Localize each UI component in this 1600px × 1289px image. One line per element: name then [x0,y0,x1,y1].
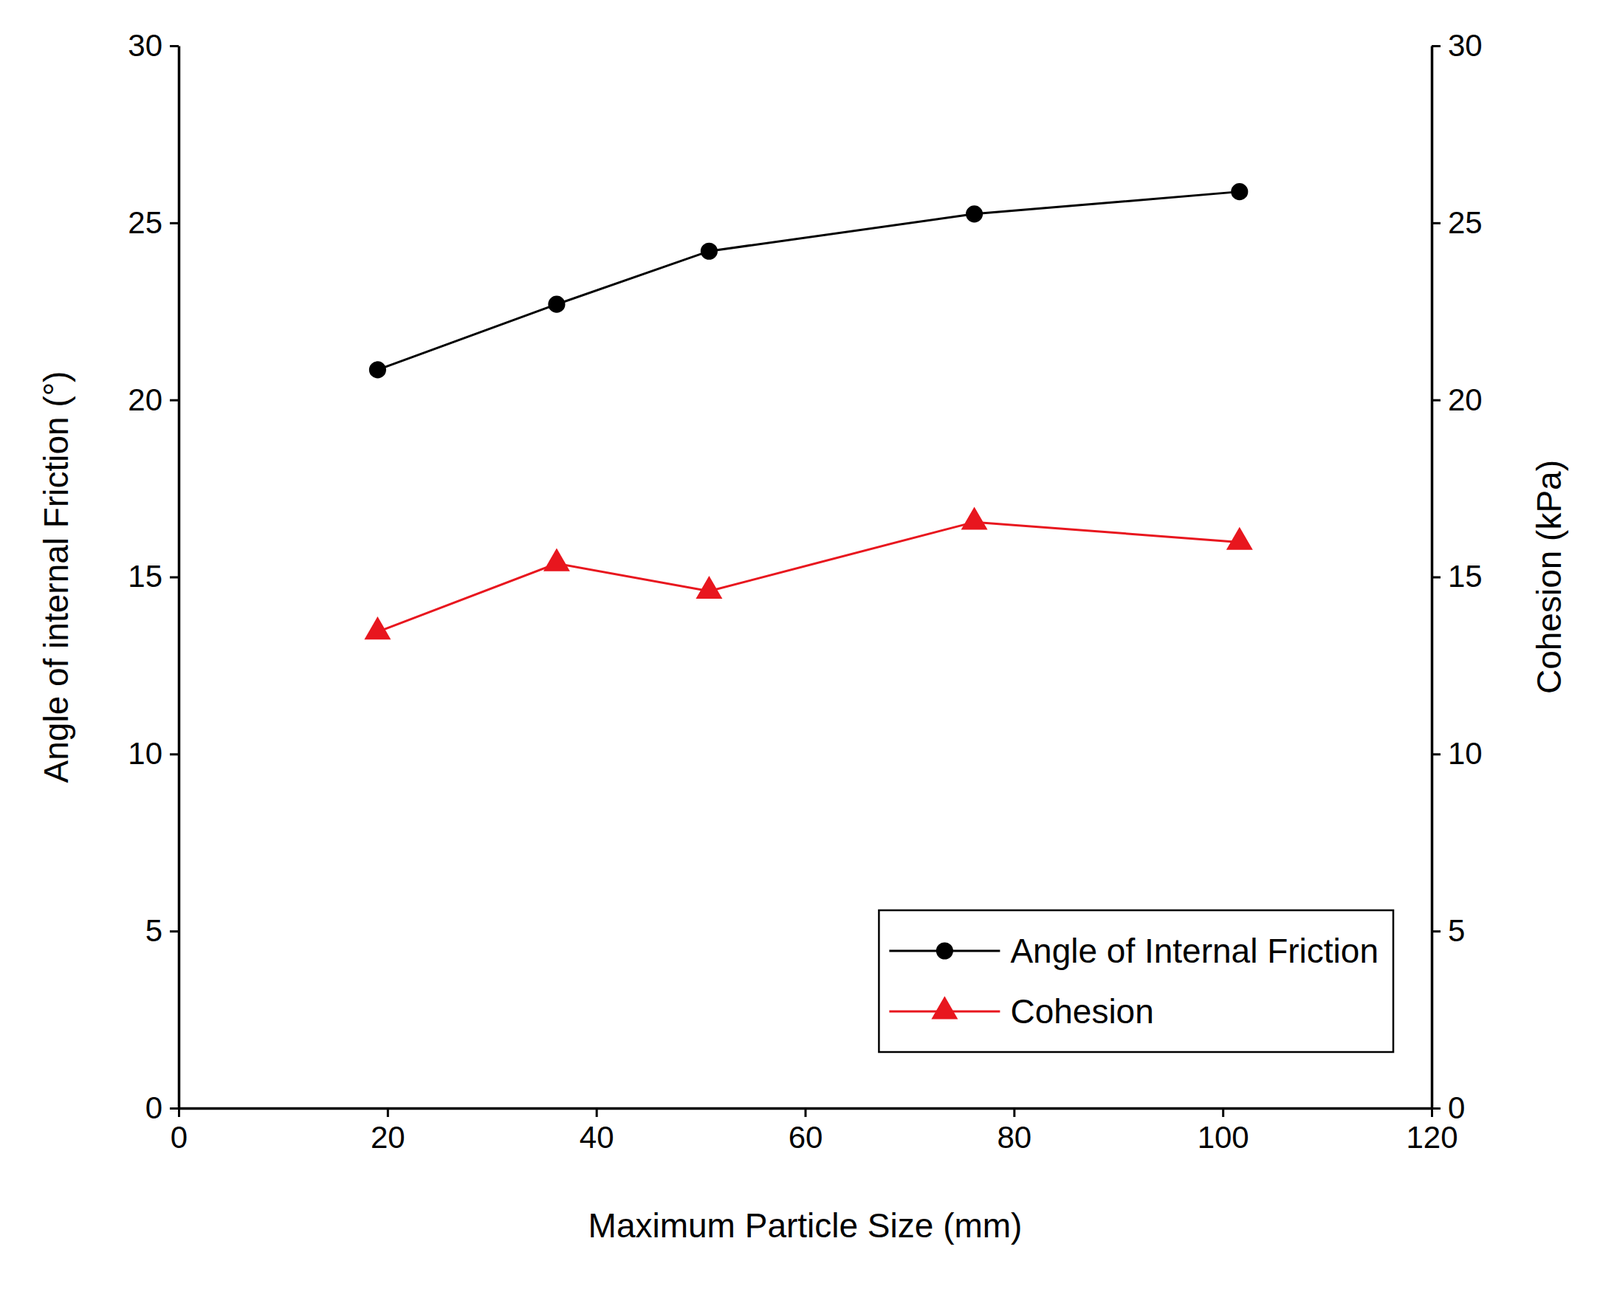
tick-label: 25 [127,205,163,240]
tick-label: 15 [1447,558,1483,594]
tick-mark [1221,1108,1225,1118]
tick-mark [386,1108,390,1118]
legend: Angle of Internal Friction Cohesion [878,910,1394,1053]
tick: 80 [996,1108,1032,1155]
y-axis-title: Angle of internal Friction (°) [36,371,76,784]
marker [547,296,565,314]
tick-mark [1431,753,1441,756]
tick-label: 80 [996,1120,1032,1155]
tick-label: 20 [1447,382,1483,418]
marker [965,205,983,223]
tick: 30 [127,28,179,63]
chart: 020406080100120051015202530051015202530M… [0,0,1600,1289]
tick-label: 5 [145,913,163,949]
x-axis: 020406080100120 [170,1108,1459,1155]
legend-label: Cohesion [1010,992,1154,1031]
legend-label: Angle of Internal Friction [1010,931,1379,971]
tick: 25 [1431,205,1483,240]
tick-label: 0 [145,1090,163,1126]
tick-mark [1431,1107,1441,1110]
tick: 15 [1431,558,1483,594]
tick: 0 [1431,1090,1465,1126]
tick-label: 0 [170,1120,188,1155]
tick-mark [169,576,179,579]
marker [543,548,571,572]
tick: 30 [1431,28,1483,63]
tick-label: 40 [579,1120,615,1155]
tick: 60 [788,1108,824,1155]
tick: 5 [1431,913,1465,949]
tick-label: 30 [127,28,163,63]
y-axis: 0 5 10 15 20 25 30 [127,28,179,1126]
plot: 020406080100120051015202530051015202530M… [36,28,1569,1245]
tick-mark [169,399,179,402]
tick-label: 60 [788,1120,824,1155]
tick: 20 [127,382,179,418]
marker [369,361,387,379]
marker [1230,183,1248,201]
tick-mark [169,45,179,48]
marker [1226,527,1253,551]
tick: 20 [370,1108,406,1155]
marker [364,616,391,640]
tick: 0 [145,1090,179,1126]
marker [961,506,988,530]
tick-label: 30 [1447,28,1483,63]
y2-axis: 0 5 10 15 20 25 30 [1431,28,1483,1126]
tick-mark [169,930,179,933]
legend-box [878,910,1394,1053]
series-line [377,522,1239,633]
tick-mark [804,1108,808,1118]
tick: 15 [127,558,179,594]
tick: 5 [145,913,179,949]
marker [695,575,723,599]
tick: 10 [1431,736,1483,771]
tick-mark [1431,45,1441,48]
tick-label: 25 [1447,205,1483,240]
tick: 25 [127,205,179,240]
tick-label: 10 [127,736,163,771]
legend-marker [931,996,958,1019]
tick-label: 100 [1197,1120,1250,1155]
tick-label: 0 [1447,1090,1465,1126]
marker [700,242,718,260]
x-axis-title: Maximum Particle Size (mm) [588,1206,1023,1245]
y2-axis-title: Cohesion (kPa) [1529,459,1569,695]
tick: 20 [1431,382,1483,418]
tick-mark [1431,576,1441,579]
tick-mark [1431,399,1441,402]
tick-label: 10 [1447,736,1483,771]
tick: 100 [1197,1108,1250,1155]
tick-mark [1431,930,1441,933]
tick-mark [595,1108,599,1118]
legend-marker [936,942,954,960]
tick-mark [1013,1108,1016,1118]
tick: 10 [127,736,179,771]
tick-mark [169,222,179,225]
tick: 40 [579,1108,615,1155]
tick-label: 15 [127,558,163,594]
tick-mark [169,1107,179,1110]
series-line [377,191,1239,370]
tick-label: 20 [127,382,163,418]
tick-mark [169,753,179,756]
tick-label: 20 [370,1120,406,1155]
marks [364,183,1253,640]
tick: 0 [170,1108,188,1155]
tick-label: 5 [1447,913,1465,949]
tick-mark [1431,222,1441,225]
